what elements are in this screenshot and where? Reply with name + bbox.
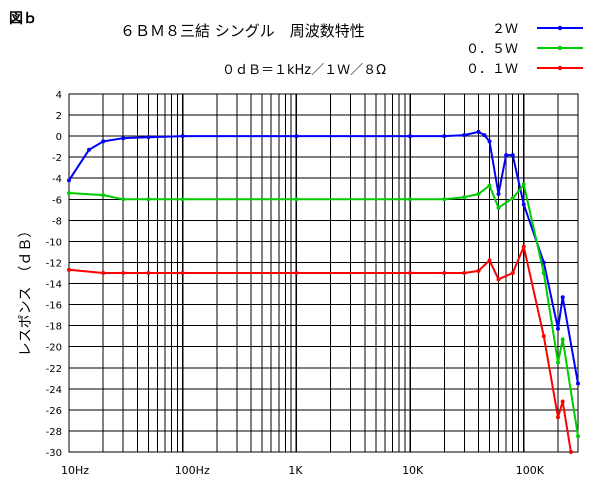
x-tick-label: 100Hz (175, 464, 210, 477)
data-point (541, 334, 546, 339)
series-line (68, 183, 579, 437)
data-point (496, 277, 501, 282)
data-point (462, 195, 467, 200)
data-point (180, 134, 185, 139)
data-point (555, 326, 560, 331)
data-point (442, 271, 447, 275)
data-point (408, 134, 413, 139)
data-point (504, 153, 509, 158)
data-point (146, 135, 151, 140)
y-tick-label: -10 (46, 237, 62, 248)
data-point (462, 133, 467, 138)
y-tick-label: -28 (46, 427, 62, 438)
y-tick-label: -20 (46, 343, 62, 354)
y-tick-label: -16 (46, 301, 62, 312)
data-point (67, 267, 71, 272)
data-point (476, 129, 481, 134)
tick-labels: 4 2 0 -2 -4 -6 -8 -10 -12 -14 -16 -18 -20 -22 -24 -26 -2… (46, 90, 545, 477)
legend-label: ０．１Ｗ (466, 62, 518, 77)
data-point (555, 415, 560, 420)
y-tick-label: -4 (52, 174, 62, 185)
data-point (146, 197, 151, 202)
data-point (476, 268, 481, 273)
data-point (487, 139, 492, 144)
data-point (294, 134, 299, 139)
y-tick-label: -8 (52, 216, 62, 227)
data-point (541, 260, 546, 265)
data-point (521, 182, 526, 187)
series-group (67, 129, 580, 454)
data-point (121, 197, 126, 202)
data-point (555, 360, 560, 365)
data-point (442, 197, 447, 202)
x-tick-label: 10K (402, 464, 424, 477)
y-tick-label: -18 (46, 322, 62, 333)
legend-label: ０．５Ｗ (466, 42, 518, 57)
data-point (560, 399, 565, 404)
data-point (560, 337, 565, 342)
figure-label: 図ｂ (9, 11, 37, 27)
data-point (294, 271, 299, 275)
data-point (101, 193, 106, 198)
data-point (294, 197, 299, 202)
data-point (462, 271, 467, 275)
data-point (180, 197, 185, 202)
data-point (146, 271, 151, 275)
data-point (560, 295, 565, 300)
x-tick-label: 1K (288, 464, 303, 477)
plot-border (68, 93, 579, 453)
plot-grid (68, 93, 579, 453)
data-point (101, 271, 106, 275)
y-tick-label: -6 (52, 195, 62, 206)
series-line (68, 245, 572, 453)
data-point (101, 139, 106, 144)
y-tick-label: 4 (56, 90, 62, 101)
y-tick-label: -14 (46, 280, 62, 291)
x-tick-label: 10Hz (61, 464, 89, 477)
legend-swatch-marker (557, 45, 563, 51)
data-point (121, 271, 126, 275)
data-point (180, 271, 185, 275)
data-point (576, 434, 580, 439)
data-point (510, 271, 515, 275)
y-tick-label: -24 (46, 385, 62, 396)
data-point (67, 190, 71, 195)
data-point (87, 147, 92, 152)
data-point (496, 192, 501, 197)
data-point (408, 197, 413, 202)
y-tick-label: -12 (46, 258, 62, 269)
legend: ２Ｗ ０．５Ｗ ０．１Ｗ (466, 22, 583, 77)
data-point (487, 258, 492, 263)
data-point (496, 205, 501, 210)
data-point (442, 134, 447, 139)
data-point (541, 271, 546, 275)
y-axis-title: レスポンス （ｄＢ） (18, 224, 34, 357)
series-line (68, 130, 579, 384)
legend-swatch-marker (557, 65, 563, 71)
data-point (521, 202, 526, 207)
y-tick-label: -2 (52, 153, 62, 164)
y-tick-label: -30 (46, 448, 62, 459)
data-point (476, 192, 481, 197)
data-point (568, 450, 573, 454)
data-point (482, 133, 487, 138)
chart-title: ６ＢＭ８三結 シングル 周波数特性 (120, 22, 365, 40)
data-point (121, 136, 126, 141)
data-point (510, 153, 515, 158)
x-tick-label: 100K (516, 464, 545, 477)
y-tick-label: 0 (56, 132, 62, 143)
data-point (510, 196, 515, 201)
data-point (576, 381, 580, 386)
y-tick-label: -26 (46, 406, 62, 417)
data-point (487, 183, 492, 188)
legend-label: ２Ｗ (492, 22, 518, 37)
data-point (67, 178, 71, 183)
y-tick-label: -22 (46, 364, 62, 375)
chart-subtitle: ０ｄＢ＝１kHz／１Ｗ／８Ω (222, 63, 386, 78)
y-tick-label: 2 (56, 111, 62, 122)
legend-swatch-marker (557, 25, 563, 31)
data-point (408, 271, 413, 275)
data-point (521, 244, 526, 249)
